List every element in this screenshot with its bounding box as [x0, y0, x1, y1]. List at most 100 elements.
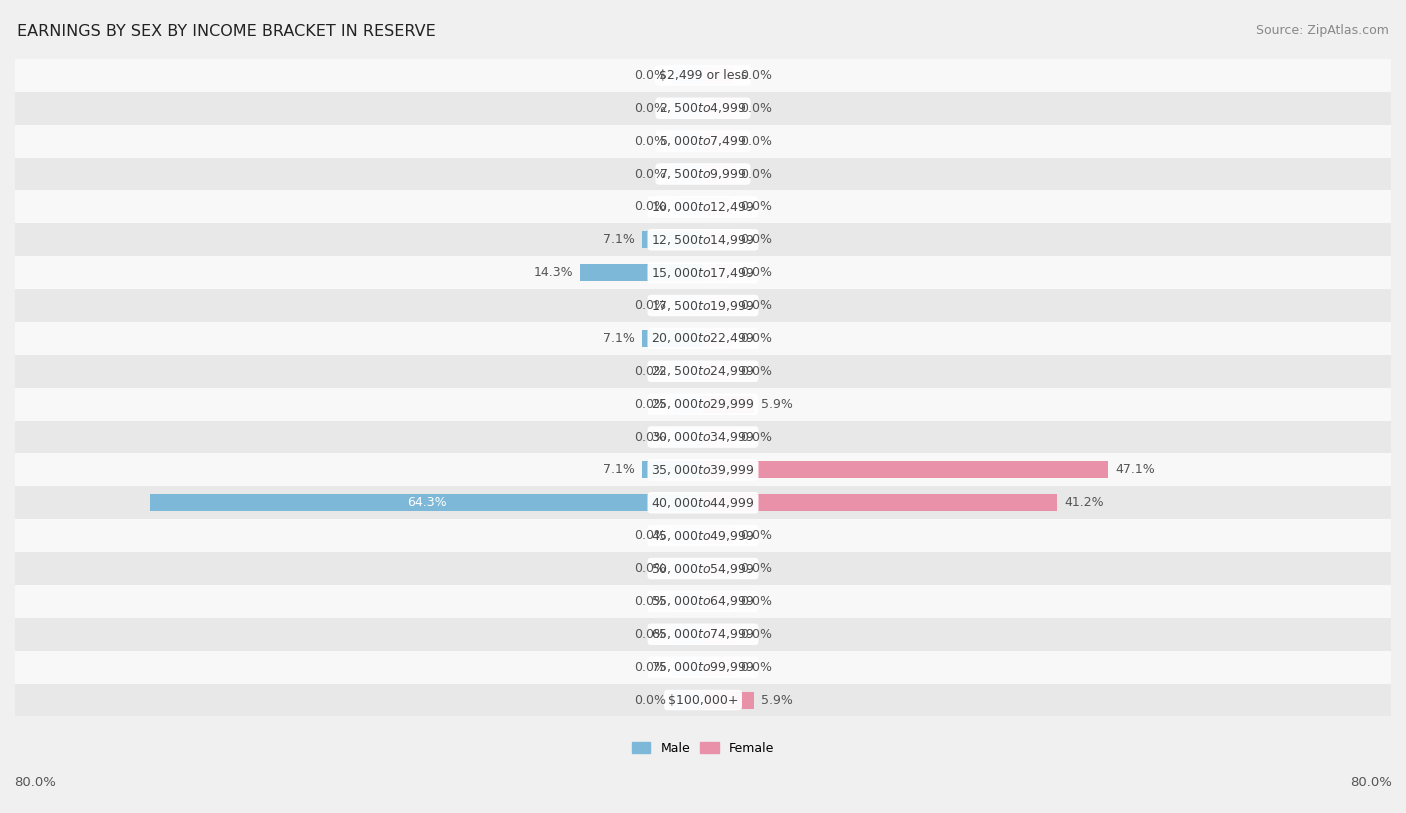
Bar — [703, 330, 733, 347]
Bar — [673, 133, 703, 150]
Text: $50,000 to $54,999: $50,000 to $54,999 — [651, 562, 755, 576]
Bar — [15, 486, 1391, 520]
Bar — [703, 494, 1057, 511]
Bar — [643, 231, 703, 248]
Bar — [15, 552, 1391, 585]
Text: 0.0%: 0.0% — [634, 562, 666, 575]
Text: $65,000 to $74,999: $65,000 to $74,999 — [651, 628, 755, 641]
Bar — [703, 198, 733, 215]
Bar — [15, 92, 1391, 124]
Bar — [15, 256, 1391, 289]
Bar — [673, 297, 703, 314]
Text: 0.0%: 0.0% — [740, 562, 772, 575]
Bar — [673, 428, 703, 446]
Text: EARNINGS BY SEX BY INCOME BRACKET IN RESERVE: EARNINGS BY SEX BY INCOME BRACKET IN RES… — [17, 24, 436, 39]
Bar — [703, 396, 754, 413]
Bar — [15, 224, 1391, 256]
Bar — [703, 428, 733, 446]
Bar — [15, 158, 1391, 190]
Bar — [673, 166, 703, 183]
Text: 0.0%: 0.0% — [740, 628, 772, 641]
Text: 0.0%: 0.0% — [740, 595, 772, 608]
Text: 0.0%: 0.0% — [634, 200, 666, 213]
Text: 80.0%: 80.0% — [1350, 776, 1392, 789]
Bar — [15, 585, 1391, 618]
Bar — [703, 692, 754, 709]
Bar — [15, 520, 1391, 552]
Bar — [703, 626, 733, 643]
Bar — [581, 264, 703, 281]
Text: 0.0%: 0.0% — [634, 102, 666, 115]
Bar — [15, 289, 1391, 322]
Text: 14.3%: 14.3% — [533, 266, 574, 279]
Text: 0.0%: 0.0% — [740, 332, 772, 345]
Text: $2,499 or less: $2,499 or less — [659, 69, 747, 82]
Bar — [15, 650, 1391, 684]
Text: 7.1%: 7.1% — [603, 332, 636, 345]
Text: 64.3%: 64.3% — [406, 496, 446, 509]
Bar — [15, 322, 1391, 354]
Text: $17,500 to $19,999: $17,500 to $19,999 — [651, 298, 755, 312]
Text: $45,000 to $49,999: $45,000 to $49,999 — [651, 528, 755, 542]
Bar — [703, 100, 733, 117]
Bar — [15, 684, 1391, 716]
Bar — [703, 461, 1108, 479]
Text: 7.1%: 7.1% — [603, 463, 636, 476]
Text: 0.0%: 0.0% — [634, 431, 666, 444]
Text: 0.0%: 0.0% — [740, 661, 772, 674]
Bar — [15, 618, 1391, 650]
Text: 7.1%: 7.1% — [603, 233, 636, 246]
Bar — [703, 133, 733, 150]
Bar — [15, 388, 1391, 420]
Bar — [673, 527, 703, 544]
Bar — [673, 363, 703, 380]
Text: 0.0%: 0.0% — [740, 102, 772, 115]
Text: 80.0%: 80.0% — [14, 776, 56, 789]
Bar — [15, 420, 1391, 454]
Bar — [643, 330, 703, 347]
Text: $30,000 to $34,999: $30,000 to $34,999 — [651, 430, 755, 444]
Legend: Male, Female: Male, Female — [627, 737, 779, 760]
Bar — [703, 593, 733, 610]
Bar — [673, 100, 703, 117]
Bar — [703, 560, 733, 577]
Text: 0.0%: 0.0% — [740, 167, 772, 180]
Bar — [673, 198, 703, 215]
Bar — [15, 454, 1391, 486]
Text: 0.0%: 0.0% — [634, 529, 666, 542]
Bar — [673, 593, 703, 610]
Text: 0.0%: 0.0% — [634, 693, 666, 706]
Bar — [15, 59, 1391, 92]
Text: 0.0%: 0.0% — [740, 365, 772, 378]
Text: 0.0%: 0.0% — [634, 69, 666, 82]
Bar — [673, 67, 703, 84]
Text: 0.0%: 0.0% — [634, 365, 666, 378]
Bar — [703, 363, 733, 380]
Text: 0.0%: 0.0% — [634, 398, 666, 411]
Bar — [15, 124, 1391, 158]
Text: 0.0%: 0.0% — [634, 595, 666, 608]
Text: $7,500 to $9,999: $7,500 to $9,999 — [659, 167, 747, 181]
Text: 0.0%: 0.0% — [634, 135, 666, 148]
Text: 0.0%: 0.0% — [634, 167, 666, 180]
Bar — [703, 231, 733, 248]
Text: $5,000 to $7,499: $5,000 to $7,499 — [659, 134, 747, 148]
Text: 0.0%: 0.0% — [740, 135, 772, 148]
Text: $2,500 to $4,999: $2,500 to $4,999 — [659, 102, 747, 115]
Text: $25,000 to $29,999: $25,000 to $29,999 — [651, 398, 755, 411]
Bar — [673, 560, 703, 577]
Text: $40,000 to $44,999: $40,000 to $44,999 — [651, 496, 755, 510]
Text: $10,000 to $12,499: $10,000 to $12,499 — [651, 200, 755, 214]
Text: $20,000 to $22,499: $20,000 to $22,499 — [651, 332, 755, 346]
Bar — [643, 461, 703, 479]
Text: 0.0%: 0.0% — [634, 299, 666, 312]
Text: $75,000 to $99,999: $75,000 to $99,999 — [651, 660, 755, 674]
Text: $12,500 to $14,999: $12,500 to $14,999 — [651, 233, 755, 247]
Text: 0.0%: 0.0% — [740, 233, 772, 246]
Bar — [703, 67, 733, 84]
Text: 5.9%: 5.9% — [761, 398, 793, 411]
Bar — [673, 692, 703, 709]
Text: $22,500 to $24,999: $22,500 to $24,999 — [651, 364, 755, 378]
Text: 5.9%: 5.9% — [761, 693, 793, 706]
Text: 0.0%: 0.0% — [740, 299, 772, 312]
